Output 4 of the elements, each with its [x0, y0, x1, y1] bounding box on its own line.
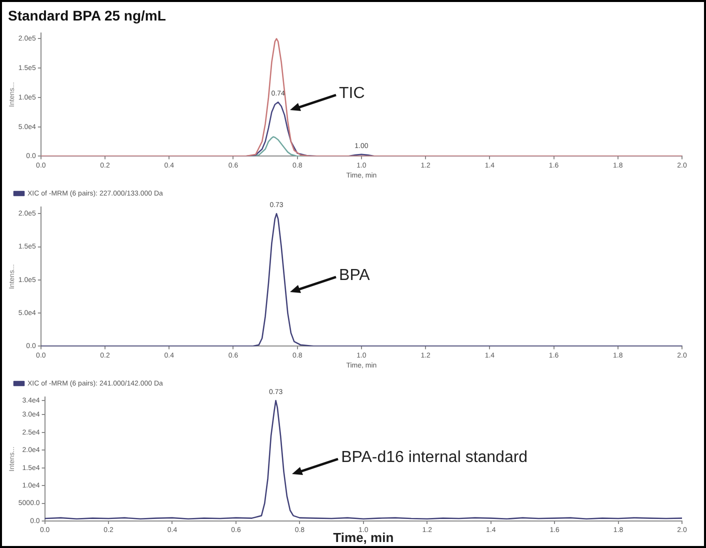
- annotation: BPA: [339, 266, 370, 285]
- chart-title: Standard BPA 25 ng/mL: [8, 7, 166, 24]
- annotation: BPA-d16 internal standard: [341, 449, 528, 467]
- annotation: TIC: [339, 84, 365, 102]
